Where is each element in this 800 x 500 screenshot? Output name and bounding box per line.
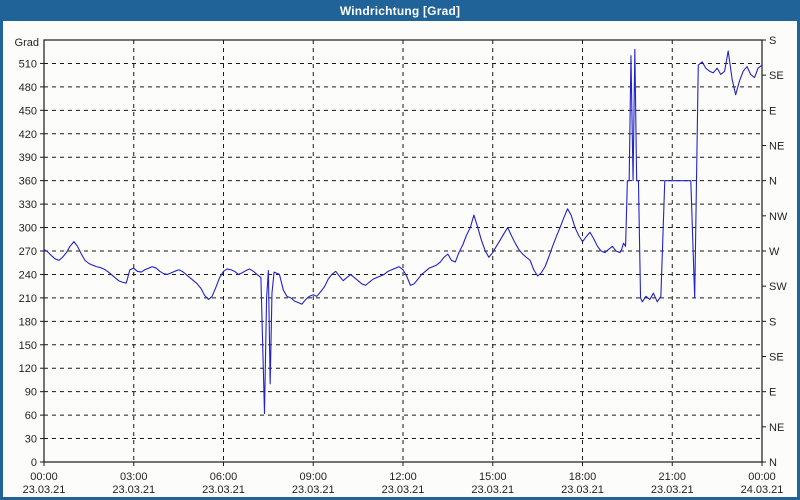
right-tick-label: N: [769, 457, 777, 469]
y-tick-label: 510: [19, 58, 37, 70]
right-tick-label: N: [769, 176, 777, 188]
right-tick-label: SE: [769, 352, 784, 364]
right-tick-label: S: [769, 316, 776, 328]
right-tick-label: E: [769, 105, 776, 117]
x-tick-time-label: 09:00: [299, 471, 327, 483]
y-tick-label: 360: [19, 176, 37, 188]
line-chart: 0 30 60 90 120 150 180 210 240 270 300 330 360 390 420…: [15, 35, 788, 496]
x-tick-date-label: 24.03.21: [741, 484, 784, 496]
right-tick-label: E: [769, 387, 776, 399]
right-tick-label: W: [769, 246, 780, 258]
bottom-axis-ticks: [43, 462, 763, 466]
y-tick-label: 150: [19, 340, 37, 352]
window-title: Windrichtung [Grad]: [339, 3, 461, 18]
right-axis-ticks: [762, 39, 766, 463]
x-tick-time-label: 06:00: [210, 471, 238, 483]
y-tick-label: 480: [19, 82, 37, 94]
right-tick-label: SW: [769, 281, 787, 293]
x-tick-date-label: 23.03.21: [202, 484, 245, 496]
left-axis-labels: 0 30 60 90 120 150 180 210 240 270 300 330 360 390 420…: [19, 58, 37, 469]
x-tick-time-label: 00:00: [748, 471, 776, 483]
y-tick-label: 450: [19, 105, 37, 117]
right-tick-label: SE: [769, 70, 784, 82]
y-tick-label: 240: [19, 269, 37, 281]
y-tick-label: 30: [25, 434, 37, 446]
y-tick-label: 270: [19, 246, 37, 258]
y-tick-label: 0: [31, 457, 37, 469]
x-tick-date-label: 23.03.21: [471, 484, 514, 496]
x-tick-time-label: 00:00: [30, 471, 58, 483]
data-series-windrichtung: [43, 48, 763, 415]
chart-plot-area: 0 30 60 90 120 150 180 210 240 270 300 330 360 390 420…: [3, 21, 797, 497]
right-tick-label: NE: [769, 422, 784, 434]
right-axis-labels: N NE E SE S SW W NW N NE E SE S: [769, 35, 788, 469]
x-tick-time-label: 15:00: [479, 471, 507, 483]
y-tick-label: 210: [19, 293, 37, 305]
x-tick-date-label: 23.03.21: [23, 484, 66, 496]
left-axis-ticks: [40, 62, 44, 463]
y-tick-label: 390: [19, 152, 37, 164]
y-tick-label: 300: [19, 223, 37, 235]
plot-frame: [43, 39, 763, 463]
x-tick-time-label: 12:00: [389, 471, 417, 483]
x-tick-date-label: 23.03.21: [561, 484, 604, 496]
y-axis-unit-label: Grad: [15, 37, 39, 49]
x-tick-time-label: 03:00: [120, 471, 148, 483]
x-tick-date-label: 23.03.21: [292, 484, 335, 496]
x-tick-time-label: 21:00: [658, 471, 686, 483]
right-tick-label: NW: [769, 211, 788, 223]
y-tick-label: 90: [25, 387, 37, 399]
vertical-gridlines: [133, 40, 673, 462]
y-tick-label: 120: [19, 363, 37, 375]
y-tick-label: 420: [19, 129, 37, 141]
window-title-bar: Windrichtung [Grad]: [0, 0, 800, 21]
bottom-axis-labels: 00:0023.03.2103:0023.03.2106:0023.03.210…: [23, 471, 784, 496]
x-tick-time-label: 18:00: [569, 471, 597, 483]
right-tick-label: S: [769, 35, 776, 47]
right-tick-label: NE: [769, 141, 784, 153]
y-tick-label: 60: [25, 410, 37, 422]
x-tick-date-label: 23.03.21: [112, 484, 155, 496]
x-tick-date-label: 23.03.21: [651, 484, 694, 496]
x-tick-date-label: 23.03.21: [382, 484, 425, 496]
y-tick-label: 180: [19, 316, 37, 328]
y-tick-label: 330: [19, 199, 37, 211]
